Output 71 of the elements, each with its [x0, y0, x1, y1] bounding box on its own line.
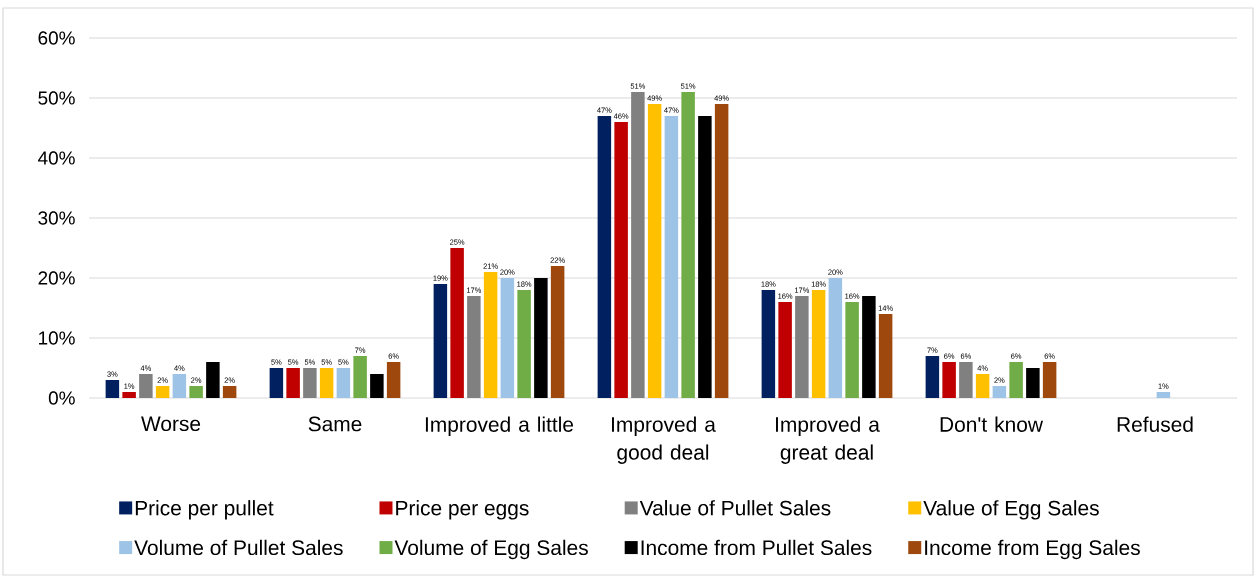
x-tick-label: Worse [141, 416, 201, 432]
bar [795, 296, 809, 398]
bar [681, 92, 695, 398]
bar [319, 368, 334, 398]
bar [370, 374, 384, 398]
bar [450, 248, 464, 398]
legend-label: Income from Egg Sales [925, 539, 1140, 560]
bar [614, 122, 628, 398]
bar [189, 386, 203, 398]
y-tick-label: 0% [48, 391, 75, 405]
bar [992, 386, 1007, 398]
y-tick-label: 60% [38, 31, 75, 45]
bar [386, 362, 401, 398]
bar [714, 104, 729, 398]
bar [155, 386, 170, 398]
bar [597, 116, 612, 398]
bar [500, 278, 515, 398]
x-tick-label: Refused [1117, 416, 1193, 432]
bar [122, 392, 136, 398]
legend-label: Price per pullet [135, 500, 274, 520]
bar [550, 266, 565, 398]
y-tick-label: 40% [38, 151, 75, 165]
bar [631, 92, 645, 398]
x-tick-label: Don't know [940, 416, 1044, 432]
bar [353, 356, 367, 398]
bar [959, 362, 973, 398]
y-tick-label: 10% [39, 331, 75, 345]
x-tick-label: Same [308, 416, 362, 432]
bar [811, 290, 826, 398]
bar [698, 116, 712, 398]
bar [862, 296, 876, 398]
bar [303, 368, 317, 398]
y-tick-label: 30% [38, 211, 75, 225]
bar [778, 302, 792, 398]
bar [483, 272, 498, 398]
bar [647, 104, 662, 398]
bar [467, 296, 481, 398]
bar [925, 356, 940, 398]
bar [517, 290, 531, 398]
bar [139, 374, 153, 398]
bar [105, 380, 120, 398]
bar [1026, 368, 1040, 398]
bar [172, 374, 187, 398]
x-tick-label: Improved a good deal [612, 416, 716, 464]
bar [975, 374, 990, 398]
bar [1009, 362, 1023, 398]
bar [942, 362, 956, 398]
legend-label: Price per eggs [396, 500, 529, 520]
y-tick-label: 20% [38, 271, 75, 285]
bar [433, 284, 448, 398]
y-tick-label: 50% [38, 91, 75, 105]
bar [1042, 362, 1057, 398]
bar [206, 362, 220, 398]
bar [878, 314, 893, 398]
legend-label: Volume of Egg Sales [394, 539, 588, 560]
x-tick-label: Improved a great deal [776, 416, 880, 464]
bar [336, 368, 351, 398]
x-tick-label: Improved a little [425, 416, 574, 437]
bar [222, 386, 237, 398]
bar [761, 290, 776, 398]
bar [286, 368, 300, 398]
legend-label: Value of Egg Sales [923, 500, 1099, 520]
legend-label: Value of Pullet Sales [639, 500, 831, 516]
bar [534, 278, 548, 398]
bar [845, 302, 859, 398]
legend-label: Income from Pullet Sales [641, 539, 872, 556]
bar [269, 368, 284, 398]
bar [664, 116, 679, 398]
bar [828, 278, 843, 398]
bar [1156, 392, 1171, 398]
legend-label: Volume of Pullet Sales [134, 539, 343, 556]
